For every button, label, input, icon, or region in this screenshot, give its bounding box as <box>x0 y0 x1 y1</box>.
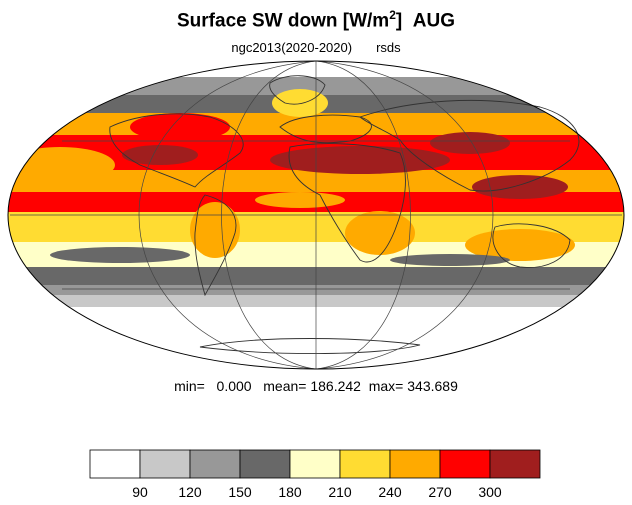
patch-south-pacific-cloud <box>50 247 190 263</box>
patch-gulf-guinea <box>255 192 345 208</box>
patch-south-america <box>190 202 240 258</box>
coast-australia <box>492 223 571 268</box>
colorbar-box-0 <box>89 449 141 479</box>
coast-north-america <box>109 113 244 188</box>
map-title: Surface SW down [W/m2] AUG <box>0 8 632 32</box>
title-superscript: 2 <box>389 8 396 22</box>
stats-line: min= 0.000 mean= 186.242 max= 343.689 <box>0 378 632 394</box>
colorbar-label-4: 210 <box>328 484 352 500</box>
colorbar-labels: 90 120 150 180 210 240 270 300 <box>132 484 502 500</box>
patch-east-asia <box>472 175 568 199</box>
subtitle-variable: rsds <box>376 40 401 55</box>
colorbar-box-3 <box>239 449 291 479</box>
colorbar-boxes <box>89 449 541 479</box>
patch-indian-cloud <box>390 254 510 266</box>
colorbar-label-5: 240 <box>378 484 402 500</box>
patch-southern-africa <box>345 211 415 255</box>
coast-greenland <box>269 75 326 105</box>
colorbar-label-6: 270 <box>428 484 452 500</box>
map-outline <box>7 60 625 370</box>
patch-greenland <box>272 89 328 117</box>
title-month: AUG <box>412 10 455 32</box>
coast-south-america <box>194 194 237 297</box>
coast-asia <box>359 99 580 192</box>
min-label: min= <box>174 378 205 394</box>
title-text: Surface SW down [W/m <box>177 10 390 32</box>
coast-africa <box>288 143 406 263</box>
title-close: ] <box>395 10 403 32</box>
meridian-west-outer <box>138 60 317 370</box>
patch-north-pacific <box>8 147 115 183</box>
min-value: 0.000 <box>216 378 252 394</box>
meridian-east-outer <box>315 60 494 370</box>
colorbar-box-4 <box>289 449 341 479</box>
colorbar-box-5 <box>339 449 391 479</box>
colorbar-label-7: 300 <box>478 484 502 500</box>
patch-north-america <box>130 113 230 141</box>
coast-europe <box>279 114 372 144</box>
colorbar-label-1: 120 <box>178 484 202 500</box>
colorbar-label-0: 90 <box>132 484 148 500</box>
patch-sahara <box>270 146 450 174</box>
map-subtitle: ngc2013(2020-2020) rsds <box>0 40 632 55</box>
coast-antarctica <box>199 338 421 355</box>
world-map <box>7 60 625 370</box>
colorbar-label-3: 180 <box>278 484 302 500</box>
max-value: 343.689 <box>407 378 458 394</box>
colorbar-box-6 <box>389 449 441 479</box>
max-label: max= <box>368 378 404 394</box>
subtitle-run: ngc2013(2020-2020) <box>231 40 353 55</box>
colorbar-box-7 <box>439 449 491 479</box>
mean-value: 186.242 <box>310 378 361 394</box>
colorbar-box-1 <box>139 449 191 479</box>
colorbar-box-8 <box>489 449 541 479</box>
colorbar-box-2 <box>189 449 241 479</box>
colorbar-label-2: 150 <box>228 484 252 500</box>
colorbar: 90 120 150 180 210 240 270 300 <box>89 449 541 500</box>
patch-us-southwest <box>122 145 198 165</box>
patch-middle-east <box>430 132 510 154</box>
coastlines <box>109 75 580 355</box>
mean-label: mean= <box>263 378 307 394</box>
